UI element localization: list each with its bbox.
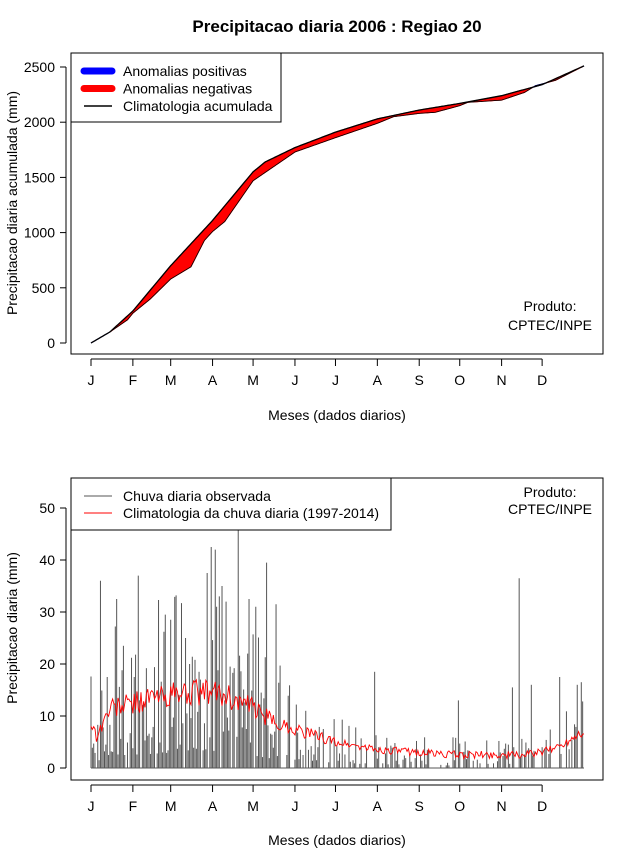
daily-x-tick-label: M — [165, 798, 177, 814]
accumulated-y-tick-label: 500 — [32, 280, 56, 296]
daily-x-tick-label: A — [373, 798, 383, 814]
accumulated-x-tick-label: S — [415, 372, 424, 388]
daily-x-tick-label: N — [497, 798, 507, 814]
accumulated-legend: Anomalias positivas Anomalias negativas … — [70, 52, 282, 123]
daily-x-tick-label: O — [454, 798, 465, 814]
accumulated-x-tick-label: J — [88, 372, 95, 388]
accumulated-plot-area — [90, 65, 585, 344]
legend-observed-rain-label: Chuva diaria observada — [123, 488, 271, 504]
accumulated-x-tick-label: O — [454, 372, 465, 388]
accumulated-x-axis-label: Meses (dados diarios) — [268, 407, 406, 423]
legend-negative-anomaly-label: Anomalias negativas — [123, 81, 252, 97]
daily-chart: 0 10 20 30 40 50 J F M A M J J A S O N D Meses (dados di… — [4, 477, 604, 848]
daily-x-tick-label: M — [247, 798, 259, 814]
accumulated-y-axis-label: Precipitacao diaria acumulada (mm) — [4, 91, 20, 315]
accumulated-x-tick-label: D — [537, 372, 547, 388]
daily-product-label: Produto: — [524, 484, 577, 500]
accumulated-x-tick-label: N — [497, 372, 507, 388]
daily-x-tick-label: D — [537, 798, 547, 814]
accumulated-x-tick-label: M — [165, 372, 177, 388]
daily-x-tick-label: S — [415, 798, 424, 814]
daily-y-tick-label: 40 — [39, 552, 55, 568]
daily-legend: Chuva diaria observada Climatologia da c… — [70, 477, 392, 531]
daily-y-tick-label: 30 — [39, 604, 55, 620]
daily-y-tick-label: 10 — [39, 708, 55, 724]
legend-accumulated-climatology-label: Climatologia acumulada — [123, 98, 273, 114]
daily-x-tick-label: J — [332, 798, 339, 814]
daily-plot-area — [90, 528, 585, 769]
accumulated-y-axis: 0 500 1000 1500 2000 2500 — [24, 59, 67, 351]
accumulated-product-label: Produto: — [524, 298, 577, 314]
daily-y-axis-label: Precipitacao diaria (mm) — [4, 552, 20, 704]
negative-anomaly-area — [109, 86, 534, 333]
accumulated-y-tick-label: 1000 — [24, 225, 55, 241]
daily-y-tick-label: 50 — [39, 500, 55, 516]
accumulated-climatology-line — [90, 65, 585, 344]
accumulated-x-tick-label: J — [332, 372, 339, 388]
daily-product-source: CPTEC/INPE — [508, 501, 592, 517]
daily-legend-box — [70, 477, 392, 531]
legend-positive-anomaly-label: Anomalias positivas — [123, 63, 247, 79]
accumulated-y-tick-label: 2000 — [24, 114, 55, 130]
daily-x-tick-label: F — [129, 798, 138, 814]
daily-y-axis: 0 10 20 30 40 50 — [39, 500, 67, 776]
daily-x-tick-label: A — [208, 798, 218, 814]
accumulated-x-tick-label: J — [291, 372, 298, 388]
accumulated-x-tick-label: F — [129, 372, 138, 388]
accumulated-product-source: CPTEC/INPE — [508, 317, 592, 333]
accumulated-chart: 0 500 1000 1500 2000 2500 J F M A M J J A S O N D Meses … — [4, 52, 604, 423]
daily-climatology-line — [90, 678, 585, 761]
accumulated-y-tick-label: 0 — [47, 335, 55, 351]
accumulated-plot-frame — [70, 52, 604, 355]
chart-title: Precipitacao diaria 2006 : Regiao 20 — [192, 17, 481, 36]
daily-y-tick-label: 20 — [39, 656, 55, 672]
accumulated-y-tick-label: 2500 — [24, 59, 55, 75]
daily-x-tick-label: J — [291, 798, 298, 814]
accumulated-x-tick-label: M — [247, 372, 259, 388]
daily-x-tick-label: J — [88, 798, 95, 814]
accumulated-y-tick-label: 1500 — [24, 169, 55, 185]
legend-daily-climatology-label: Climatologia da chuva diaria (1997-2014) — [123, 505, 379, 521]
accumulated-x-tick-label: A — [208, 372, 218, 388]
accumulated-x-tick-label: A — [373, 372, 383, 388]
observed-accumulated-line — [90, 65, 585, 344]
daily-y-tick-label: 0 — [47, 760, 55, 776]
daily-x-axis-label: Meses (dados diarios) — [268, 832, 406, 848]
